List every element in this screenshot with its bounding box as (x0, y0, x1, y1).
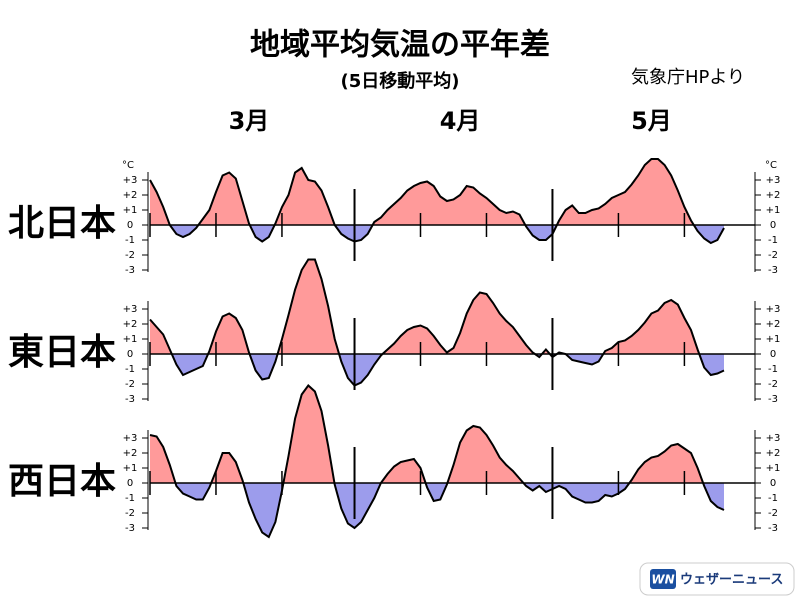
positive-area (150, 259, 724, 354)
logo-text: ウェザーニュース (680, 573, 783, 588)
region-label: 東日本 (8, 332, 116, 373)
y-tick-label: -1 (768, 235, 778, 246)
logo-mark: WN (651, 573, 674, 587)
y-tick-label: +1 (123, 205, 138, 216)
y-tick-label: -3 (768, 394, 778, 405)
y-tick-label: +2 (766, 448, 781, 459)
y-tick-label: +2 (123, 319, 138, 330)
chart-subtitle: (5日移動平均) (341, 70, 460, 92)
negative-area (150, 225, 724, 243)
series-line (149, 158, 725, 245)
region-label: 西日本 (8, 461, 116, 502)
y-tick-label: -1 (125, 493, 135, 504)
y-tick-label: +3 (123, 175, 138, 186)
y-tick-label: +3 (766, 304, 781, 315)
y-tick-label: -1 (768, 493, 778, 504)
y-tick-label: +3 (123, 304, 138, 315)
positive-area (150, 385, 724, 483)
y-tick-label: -3 (125, 523, 135, 534)
region-label: 北日本 (8, 203, 116, 244)
y-tick-label: +3 (123, 433, 138, 444)
series-line (149, 258, 725, 387)
y-tick-label: -3 (768, 265, 778, 276)
y-tick-label: +1 (766, 463, 781, 474)
y-tick-label: -2 (125, 250, 135, 261)
logo-box (639, 562, 795, 596)
y-tick-label: +1 (123, 334, 138, 345)
y-tick-label: 0 (127, 349, 133, 360)
y-tick-label: +1 (766, 334, 781, 345)
month-label: 5月 (631, 107, 672, 135)
y-tick-label: -3 (768, 523, 778, 534)
y-tick-label: 0 (127, 478, 133, 489)
chart-title: 地域平均気温の平年差 (250, 28, 550, 63)
y-tick-label: -3 (125, 394, 135, 405)
y-tick-label: -2 (125, 379, 135, 390)
source: 気象庁HPより (631, 67, 745, 88)
y-tick-label: -2 (125, 508, 135, 519)
y-axis-unit: °C (765, 160, 777, 171)
y-tick-label: +1 (123, 463, 138, 474)
y-tick-label: -1 (125, 364, 135, 375)
series-line (149, 384, 725, 539)
y-tick-label: -1 (768, 364, 778, 375)
y-tick-label: -3 (125, 265, 135, 276)
y-tick-label: +3 (766, 433, 781, 444)
y-tick-label: +3 (766, 175, 781, 186)
y-tick-label: +1 (766, 205, 781, 216)
y-tick-label: -2 (768, 379, 778, 390)
y-tick-label: +2 (766, 319, 781, 330)
y-tick-label: 0 (770, 478, 776, 489)
y-tick-label: +2 (123, 448, 138, 459)
y-tick-label: +2 (766, 190, 781, 201)
logo-icon (650, 569, 676, 589)
y-tick-label: -2 (768, 508, 778, 519)
y-tick-label: 0 (127, 220, 133, 231)
y-tick-label: 0 (770, 349, 776, 360)
month-label: 4月 (440, 107, 481, 135)
y-tick-label: -1 (125, 235, 135, 246)
y-axis-unit: °C (122, 160, 134, 171)
y-tick-label: 0 (770, 220, 776, 231)
y-tick-label: +2 (123, 190, 138, 201)
y-tick-label: -2 (768, 250, 778, 261)
month-label: 3月 (229, 107, 270, 135)
logo: WN ウェザーニュース (639, 562, 795, 596)
negative-area (150, 483, 724, 537)
